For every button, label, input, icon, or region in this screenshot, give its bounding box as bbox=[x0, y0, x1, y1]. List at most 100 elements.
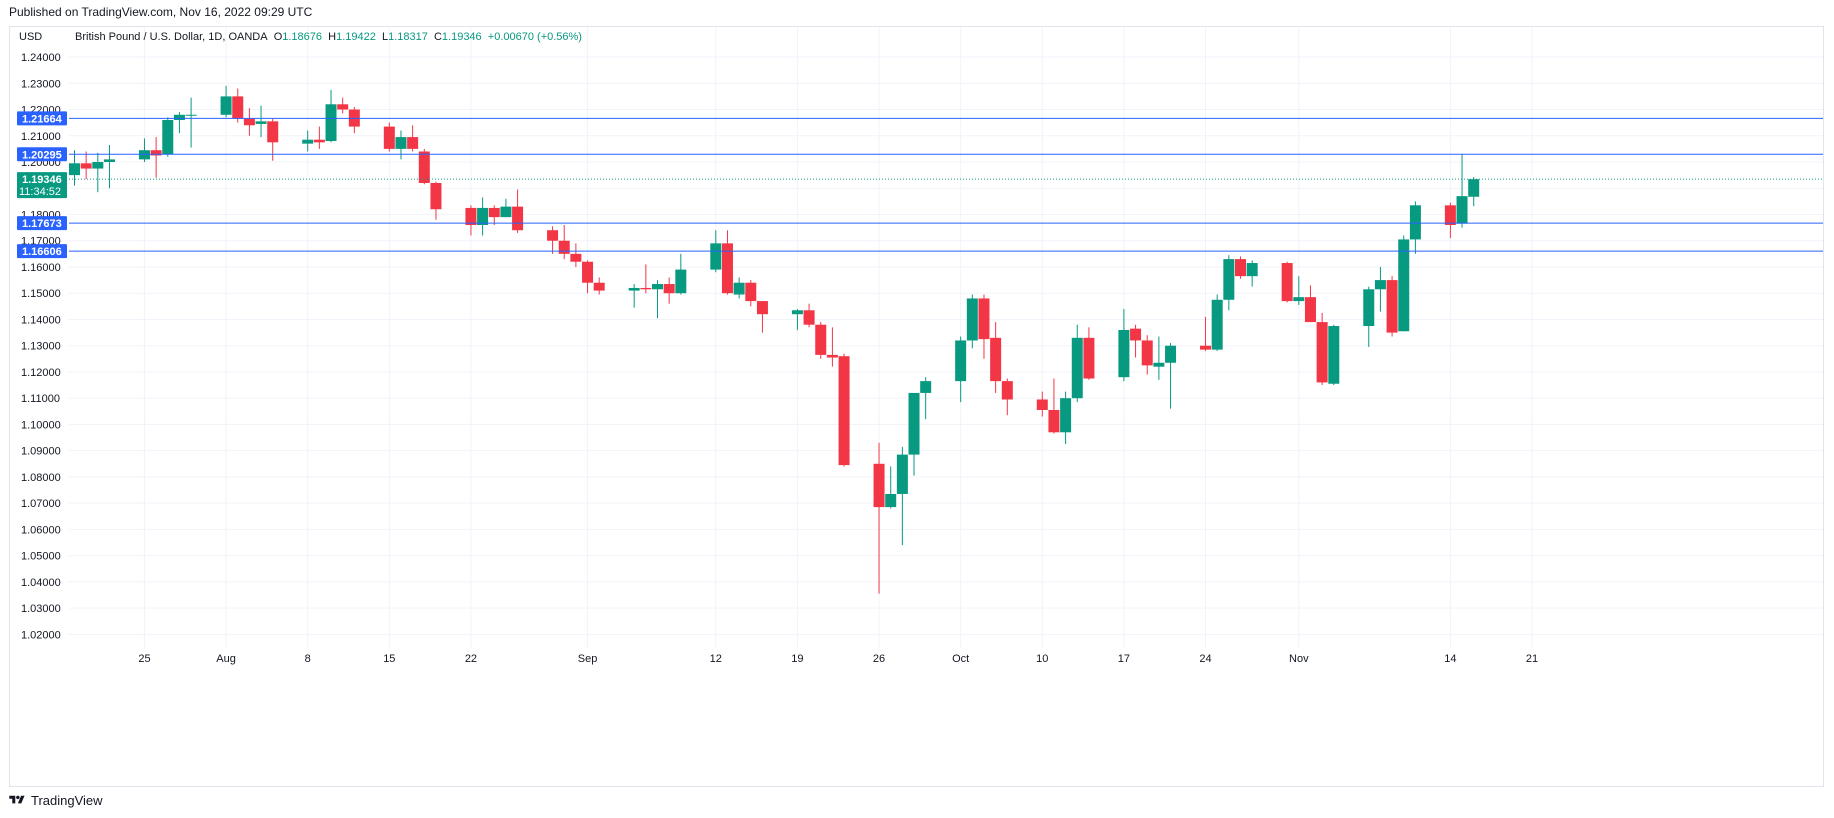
candle-body[interactable] bbox=[1328, 326, 1340, 384]
candle-body[interactable] bbox=[80, 163, 92, 169]
candle-body[interactable] bbox=[220, 96, 232, 115]
candle-body[interactable] bbox=[1246, 263, 1258, 277]
candle-body[interactable] bbox=[908, 392, 920, 455]
candle-body[interactable] bbox=[558, 240, 570, 254]
candle-body[interactable] bbox=[978, 298, 990, 340]
candle-body[interactable] bbox=[826, 354, 838, 358]
candle-body[interactable] bbox=[103, 159, 115, 163]
candle-body[interactable] bbox=[1468, 179, 1480, 197]
candle-body[interactable] bbox=[873, 463, 885, 508]
candle-body[interactable] bbox=[173, 114, 185, 121]
candle-body[interactable] bbox=[1211, 299, 1223, 350]
candle-body[interactable] bbox=[1118, 329, 1130, 378]
candle-body[interactable] bbox=[1363, 289, 1375, 327]
y-tick-label: 1.15000 bbox=[21, 288, 61, 300]
candle-body[interactable] bbox=[255, 121, 267, 124]
candle-body[interactable] bbox=[267, 121, 279, 143]
candle-body[interactable] bbox=[1083, 337, 1095, 379]
candle-body[interactable] bbox=[512, 206, 524, 231]
candle-body[interactable] bbox=[990, 337, 1002, 382]
candle-body[interactable] bbox=[920, 381, 932, 393]
candle-body[interactable] bbox=[1001, 381, 1013, 400]
candle-body[interactable] bbox=[791, 310, 803, 315]
candle-body[interactable] bbox=[1048, 409, 1060, 433]
candle-body[interactable] bbox=[721, 243, 733, 294]
candle-body[interactable] bbox=[313, 139, 325, 143]
candle-body[interactable] bbox=[138, 150, 150, 160]
candle-body[interactable] bbox=[243, 118, 255, 126]
x-tick-label: 19 bbox=[791, 653, 803, 665]
candle-body[interactable] bbox=[1281, 263, 1293, 302]
candle-body[interactable] bbox=[69, 163, 80, 176]
candle-body[interactable] bbox=[407, 137, 419, 149]
candle-body[interactable] bbox=[896, 454, 908, 494]
candle-body[interactable] bbox=[383, 126, 395, 149]
candlestick-chart[interactable]: 1.240001.230001.220001.210001.200001.190… bbox=[10, 27, 1823, 786]
candle-body[interactable] bbox=[756, 301, 768, 315]
candle-body[interactable] bbox=[838, 356, 850, 466]
level-price-tag bbox=[17, 216, 67, 231]
candle-body[interactable] bbox=[337, 104, 349, 110]
level-price-tag bbox=[17, 111, 67, 126]
candle-body[interactable] bbox=[1071, 337, 1083, 399]
candle-body[interactable] bbox=[803, 310, 815, 325]
candle-body[interactable] bbox=[395, 137, 407, 149]
candle-body[interactable] bbox=[477, 207, 489, 225]
candle-body[interactable] bbox=[1200, 345, 1212, 350]
footer: TradingView bbox=[9, 790, 103, 810]
candle-body[interactable] bbox=[675, 269, 687, 294]
candle-body[interactable] bbox=[710, 243, 722, 270]
candle-body[interactable] bbox=[302, 139, 314, 144]
candle-body[interactable] bbox=[1165, 345, 1177, 363]
candle-body[interactable] bbox=[162, 120, 174, 155]
candle-body[interactable] bbox=[1456, 196, 1468, 224]
candle-body[interactable] bbox=[1060, 398, 1072, 433]
candle-body[interactable] bbox=[500, 206, 512, 218]
y-tick-label: 1.23000 bbox=[21, 78, 61, 90]
candle-body[interactable] bbox=[1235, 259, 1246, 277]
candle-body[interactable] bbox=[640, 287, 652, 290]
legend-open-label: O bbox=[268, 31, 283, 43]
candle-body[interactable] bbox=[582, 261, 594, 283]
candle-body[interactable] bbox=[593, 282, 605, 291]
candle-body[interactable] bbox=[1141, 340, 1153, 366]
candle-body[interactable] bbox=[185, 114, 197, 116]
legend-low-label: L bbox=[376, 31, 388, 43]
candle-body[interactable] bbox=[1374, 280, 1386, 290]
candle-body[interactable] bbox=[1036, 399, 1048, 410]
candle-body[interactable] bbox=[955, 340, 967, 382]
candle-body[interactable] bbox=[547, 230, 559, 241]
candle-body[interactable] bbox=[465, 207, 477, 225]
candle-body[interactable] bbox=[1444, 205, 1456, 225]
candle-body[interactable] bbox=[885, 493, 897, 508]
candle-body[interactable] bbox=[1304, 297, 1316, 323]
candle-body[interactable] bbox=[570, 253, 582, 262]
candle-body[interactable] bbox=[652, 284, 663, 290]
y-tick-label: 1.06000 bbox=[21, 524, 61, 536]
candle-body[interactable] bbox=[1130, 328, 1142, 341]
candle-body[interactable] bbox=[418, 151, 430, 184]
candle-body[interactable] bbox=[1153, 362, 1165, 367]
candle-body[interactable] bbox=[1409, 205, 1421, 240]
candle-body[interactable] bbox=[325, 104, 337, 142]
chart-frame[interactable]: 1.240001.230001.220001.210001.200001.190… bbox=[9, 26, 1824, 787]
candle-body[interactable] bbox=[733, 282, 745, 295]
candle-body[interactable] bbox=[745, 282, 757, 302]
candle-body[interactable] bbox=[430, 183, 442, 210]
candle-body[interactable] bbox=[1293, 297, 1305, 302]
y-tick-label: 1.24000 bbox=[21, 52, 61, 64]
candle-body[interactable] bbox=[150, 150, 162, 156]
candle-body[interactable] bbox=[628, 287, 640, 291]
candle-body[interactable] bbox=[92, 162, 104, 169]
y-tick-label: 1.05000 bbox=[21, 551, 61, 563]
candle-body[interactable] bbox=[1398, 239, 1410, 332]
candle-body[interactable] bbox=[1386, 280, 1398, 333]
candle-body[interactable] bbox=[232, 96, 244, 119]
candle-body[interactable] bbox=[815, 324, 827, 355]
candle-body[interactable] bbox=[1316, 322, 1328, 383]
candle-body[interactable] bbox=[663, 284, 675, 294]
candle-body[interactable] bbox=[966, 298, 978, 341]
candle-body[interactable] bbox=[488, 207, 500, 218]
candle-body[interactable] bbox=[1223, 259, 1235, 300]
x-tick-label: 15 bbox=[383, 653, 395, 665]
